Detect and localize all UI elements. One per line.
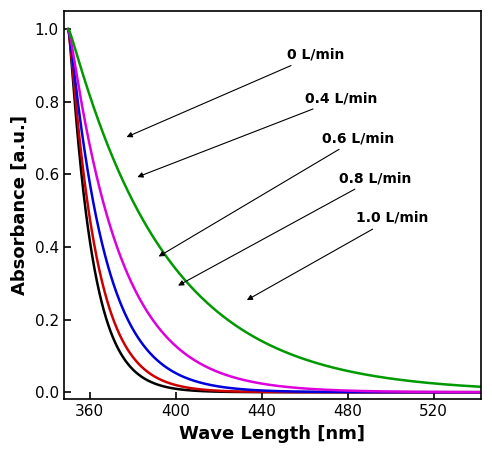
Text: 0.4 L/min: 0.4 L/min xyxy=(138,91,377,177)
X-axis label: Wave Length [nm]: Wave Length [nm] xyxy=(179,425,366,443)
Text: 0.8 L/min: 0.8 L/min xyxy=(179,171,411,285)
Text: 0.6 L/min: 0.6 L/min xyxy=(160,131,394,256)
Text: 1.0 L/min: 1.0 L/min xyxy=(248,211,429,300)
Text: 0 L/min: 0 L/min xyxy=(127,48,345,137)
Y-axis label: Absorbance [a.u.]: Absorbance [a.u.] xyxy=(11,115,29,295)
